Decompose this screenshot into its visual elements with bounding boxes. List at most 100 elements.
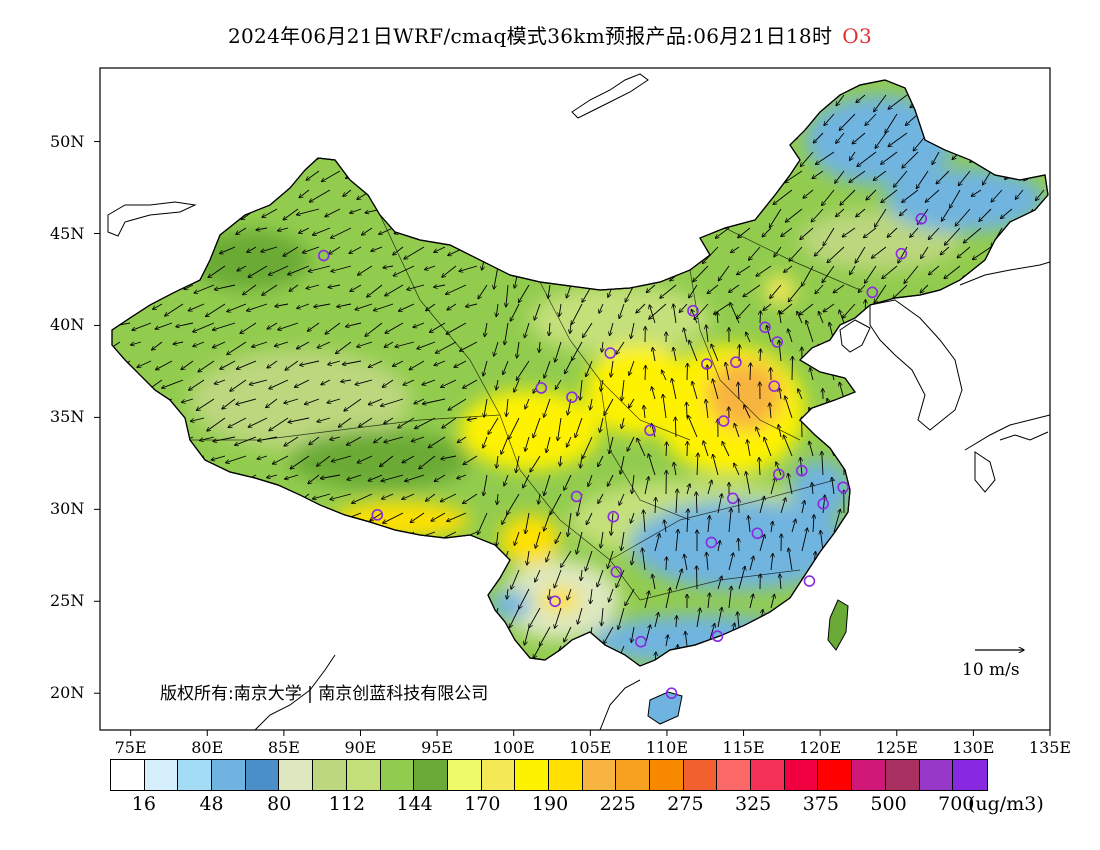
legend-swatch xyxy=(414,760,448,790)
wind-arrow xyxy=(749,556,754,571)
legend-tick-label: 170 xyxy=(464,793,501,815)
wind-arrow xyxy=(247,550,257,558)
station-marker xyxy=(772,468,785,481)
lon-label: 120E xyxy=(799,738,842,757)
wind-arrow xyxy=(744,405,751,419)
wind-arrow xyxy=(555,379,562,389)
wind-arrow xyxy=(666,132,677,151)
wind-arrow xyxy=(875,208,887,227)
wind-arrow xyxy=(926,458,929,476)
wind-arrow xyxy=(277,588,299,594)
wind-arrow xyxy=(918,517,920,533)
wind-arrow xyxy=(1032,607,1033,628)
wind-arrow xyxy=(506,284,508,307)
wind-arrow xyxy=(525,398,530,409)
wind-arrow xyxy=(999,327,1003,343)
wind-arrow xyxy=(716,653,718,666)
wind-arrow xyxy=(599,151,604,164)
wind-arrow xyxy=(402,493,415,499)
station-marker xyxy=(751,527,764,540)
wind-arrow xyxy=(984,284,992,298)
wind-arrow xyxy=(230,379,247,391)
wind-arrow xyxy=(402,569,415,573)
wind-arrow xyxy=(186,265,205,270)
wind-arrow xyxy=(391,95,404,98)
wind-arrow xyxy=(950,189,961,208)
wind-arrow xyxy=(904,265,919,283)
wind-arrow xyxy=(903,350,908,362)
wind-arrow xyxy=(1013,227,1024,235)
legend-tick-label: 190 xyxy=(531,793,569,815)
wind-arrow xyxy=(631,626,635,642)
wind-arrow xyxy=(1009,419,1013,438)
wind-arrow xyxy=(432,94,446,100)
wind-arrow xyxy=(1031,351,1033,362)
wind-arrow xyxy=(253,531,268,538)
wind-arrow xyxy=(865,265,877,283)
wind-arrow xyxy=(530,455,541,472)
wind-arrow xyxy=(822,265,835,283)
wind-arrow xyxy=(575,189,583,209)
wind-arrow xyxy=(437,588,446,595)
wind-arrow xyxy=(747,170,761,186)
wind-arrow xyxy=(666,557,667,571)
wind-arrow xyxy=(759,458,760,476)
wind-arrow xyxy=(526,94,530,116)
wind-arrow xyxy=(414,645,436,654)
wind-arrow xyxy=(272,455,289,464)
wind-arrow xyxy=(287,94,299,99)
wind-arrow xyxy=(266,398,278,408)
wind-arrow xyxy=(962,304,971,324)
wind-arrow xyxy=(506,626,508,645)
wind-arrow xyxy=(894,406,898,419)
wind-arrow xyxy=(544,512,551,531)
wind-arrow xyxy=(971,189,982,196)
legend-swatch xyxy=(683,760,718,790)
wind-arrow xyxy=(982,94,992,107)
wind-arrow xyxy=(129,113,142,123)
wind-arrow xyxy=(905,113,919,125)
wind-arrow xyxy=(533,417,541,438)
wind-arrow xyxy=(783,435,793,457)
wind-arrow xyxy=(155,132,173,136)
wind-arrow xyxy=(184,284,194,290)
wind-arrow xyxy=(799,303,814,315)
station-marker xyxy=(768,380,780,392)
wind-arrow xyxy=(937,588,939,609)
wind-arrow xyxy=(393,265,415,276)
wind-arrow xyxy=(673,347,677,362)
wind-arrow xyxy=(785,396,793,419)
wind-arrow xyxy=(140,94,152,103)
wind-arrow xyxy=(254,113,268,117)
wind-arrow xyxy=(823,227,835,246)
wind-arrow xyxy=(158,436,173,445)
wind-arrow xyxy=(1010,376,1013,400)
wind-arrow xyxy=(359,417,373,427)
wind-arrow xyxy=(585,550,593,571)
wind-arrow xyxy=(457,569,478,579)
wind-arrow xyxy=(963,227,982,243)
wind-arrow xyxy=(784,113,793,126)
wind-arrow xyxy=(349,626,362,633)
wind-arrow xyxy=(780,615,781,628)
wind-arrow xyxy=(385,113,394,120)
station-marker xyxy=(895,247,908,260)
wind-arrow xyxy=(153,550,173,557)
wind-arrow xyxy=(986,384,992,400)
title-text: 2024年06月21日WRF/cmaq模式36km预报产品:06月21日18时 xyxy=(228,24,833,48)
lon-label: 135E xyxy=(1028,738,1072,757)
wind-arrow xyxy=(653,113,667,129)
wind-arrow xyxy=(350,208,362,213)
wind-arrow xyxy=(1003,284,1013,300)
wind-arrow xyxy=(157,94,173,103)
wind-arrow xyxy=(331,94,341,101)
wind-arrow xyxy=(389,626,404,630)
station-marker xyxy=(665,687,678,700)
wind-arrow xyxy=(656,189,667,200)
wind-arrow xyxy=(535,569,541,582)
wind-arrow xyxy=(430,322,446,332)
wind-arrow xyxy=(663,394,667,419)
wind-arrow xyxy=(635,265,646,275)
wind-arrow xyxy=(524,626,530,645)
wind-arrow xyxy=(208,645,226,657)
